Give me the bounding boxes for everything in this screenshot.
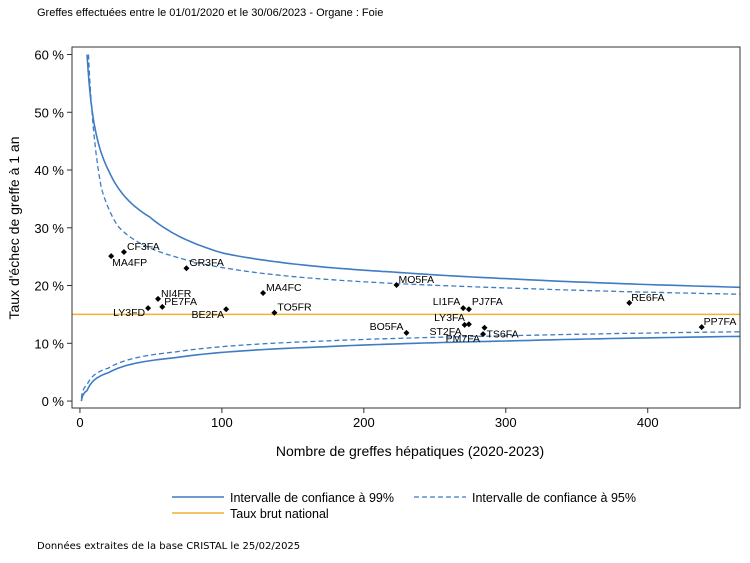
y-tick-label: 50 % bbox=[34, 105, 64, 120]
ci99-lower-curve bbox=[80, 335, 740, 402]
data-point-pj7fa bbox=[465, 306, 472, 313]
y-tick-label: 10 % bbox=[34, 336, 64, 351]
data-point-li1fa bbox=[460, 305, 467, 312]
ci99-upper-curve bbox=[86, 54, 740, 289]
point-label-mo5fa: MO5FA bbox=[398, 274, 434, 286]
data-point-ts6fa bbox=[481, 324, 488, 331]
data-point-mo5fa bbox=[393, 281, 400, 288]
y-tick-label: 30 % bbox=[34, 221, 64, 236]
x-tick-label: 100 bbox=[211, 415, 233, 430]
point-label-ts6fa: TS6FA bbox=[486, 329, 518, 341]
data-point-be2fa bbox=[223, 306, 230, 313]
data-point-pe7fa bbox=[159, 303, 166, 310]
legend: Intervalle de confiance à 99% Intervalle… bbox=[172, 491, 636, 521]
data-point-ni4fr bbox=[155, 295, 162, 302]
point-label-ly3fd: LY3FD bbox=[113, 307, 145, 319]
x-tick-label: 0 bbox=[76, 415, 83, 430]
ci95-upper-curve bbox=[87, 54, 740, 295]
data-point-gr3fa bbox=[183, 265, 190, 272]
point-label-pp7fa: PP7FA bbox=[704, 316, 737, 328]
point-label-re6fa: RE6FA bbox=[631, 292, 664, 304]
point-label-be2fa: BE2FA bbox=[191, 309, 224, 321]
y-tick-label: 40 % bbox=[34, 163, 64, 178]
point-label-pm7fa: PM7FA bbox=[446, 333, 480, 345]
y-tick-label: 0 % bbox=[42, 394, 65, 409]
y-axis-title: Taux d'échec de greffe à 1 an bbox=[6, 137, 22, 320]
point-label-cf3fa: CF3FA bbox=[127, 241, 160, 253]
chart-title: Greffes effectuées entre le 01/01/2020 e… bbox=[37, 7, 384, 19]
data-source-note: Données extraites de la base CRISTAL le … bbox=[37, 541, 301, 552]
legend-national-label: Taux brut national bbox=[230, 507, 329, 521]
point-label-ly3fa: LY3FA bbox=[434, 312, 465, 324]
x-tick-label: 300 bbox=[495, 415, 517, 430]
legend-ci99-label: Intervalle de confiance à 99% bbox=[230, 491, 394, 505]
data-point-re6fa bbox=[626, 299, 633, 306]
x-axis-title: Nombre de greffes hépatiques (2020-2023) bbox=[276, 443, 544, 459]
point-label-st2fa: ST2FA bbox=[430, 326, 462, 338]
data-point-to5fr bbox=[271, 309, 278, 316]
data-point-pm7fa bbox=[480, 331, 487, 338]
data-point-st2fa bbox=[461, 321, 468, 328]
point-label-pe7fa: PE7FA bbox=[164, 296, 197, 308]
data-point-cf3fa bbox=[120, 249, 127, 256]
y-tick-label: 20 % bbox=[34, 279, 64, 294]
x-tick-label: 400 bbox=[637, 415, 659, 430]
point-label-gr3fa: GR3FA bbox=[189, 257, 223, 269]
data-point-ma4fc bbox=[260, 290, 267, 297]
y-tick-label: 60 % bbox=[34, 48, 64, 63]
data-point-ly3fd bbox=[145, 305, 152, 312]
data-point-ly3fa bbox=[465, 321, 472, 328]
data-point-pp7fa bbox=[698, 324, 705, 331]
x-tick-label: 200 bbox=[353, 415, 375, 430]
point-label-ma4fc: MA4FC bbox=[266, 282, 302, 294]
point-label-ni4fr: NI4FR bbox=[161, 288, 192, 300]
point-label-li1fa: LI1FA bbox=[433, 296, 460, 308]
point-label-ma4fp: MA4FP bbox=[112, 257, 147, 269]
legend-ci95-label: Intervalle de confiance à 95% bbox=[472, 491, 636, 505]
data-point-ma4fp bbox=[108, 253, 115, 260]
point-label-pj7fa: PJ7FA bbox=[472, 296, 503, 308]
plot-frame bbox=[71, 46, 741, 409]
data-point-bo5fa bbox=[403, 329, 410, 336]
point-label-bo5fa: BO5FA bbox=[370, 321, 404, 333]
point-label-to5fr: TO5FR bbox=[277, 302, 312, 314]
ci95-lower-curve bbox=[80, 331, 740, 399]
